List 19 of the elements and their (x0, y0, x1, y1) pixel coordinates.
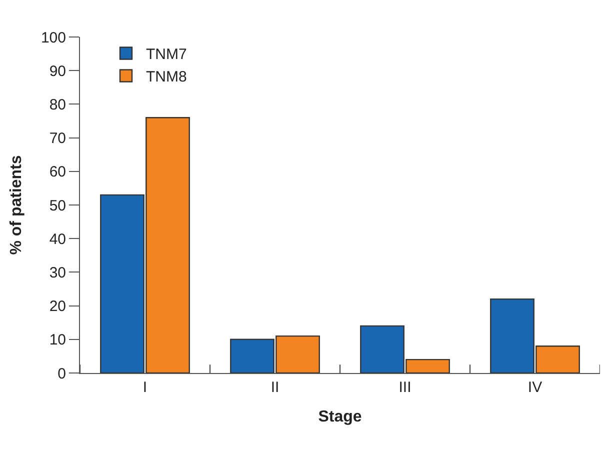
y-tick-label: 40 (49, 230, 66, 248)
x-tick-label: II (270, 379, 280, 396)
y-tick-label: 50 (49, 197, 66, 214)
y-tick-label: 90 (49, 62, 66, 80)
y-tick-label: 0 (58, 365, 66, 382)
legend-label: TNM8 (146, 68, 187, 86)
y-tick-label: 100 (40, 29, 66, 46)
y-tick-label: 30 (49, 264, 66, 282)
x-tick-label: III (398, 379, 412, 396)
x-tick-label: I (142, 379, 148, 396)
y-tick-label: 70 (49, 130, 66, 148)
y-tick-label: 60 (49, 164, 66, 181)
y-tick-label: 20 (49, 298, 66, 316)
legend-label: TNM7 (146, 46, 187, 64)
x-tick-label: IV (528, 379, 542, 396)
y-tick-label: 80 (49, 96, 66, 114)
y-axis-title: % of patients (8, 155, 25, 255)
x-axis-title: Stage (318, 408, 362, 426)
y-tick-label: 10 (49, 332, 66, 349)
